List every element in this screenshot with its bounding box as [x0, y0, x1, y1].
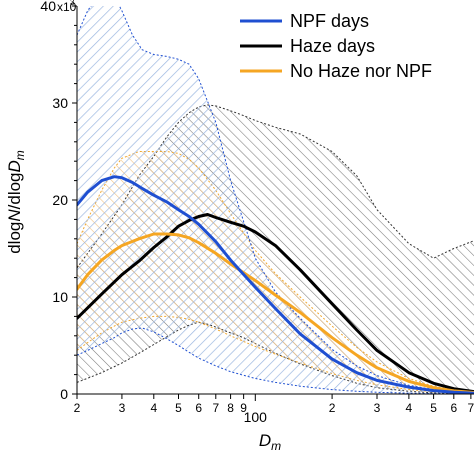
y-tick-label: 20: [52, 192, 68, 208]
x-tick-label: 3: [119, 401, 126, 415]
legend-label-npf: NPF days: [290, 11, 369, 31]
haze-band-upper: [77, 104, 474, 269]
x-tick-label: 7: [468, 401, 474, 415]
legend-label-haze: Haze days: [290, 36, 375, 56]
x-tick-label: 6: [450, 401, 457, 415]
x-tick-label: 9: [240, 401, 247, 415]
x-tick-label: 5: [430, 401, 437, 415]
x-tick-label: 2: [329, 401, 336, 415]
legend: NPF days Haze days No Haze nor NPF: [240, 11, 432, 81]
series-lines: [77, 175, 474, 394]
npf-band-upper: [77, 6, 474, 394]
x-tick-label: 100: [244, 409, 268, 425]
legend-label-nohaze: No Haze nor NPF: [290, 61, 432, 81]
x-tick-label: 4: [150, 401, 157, 415]
npf-band-fill: [77, 6, 474, 394]
y-tick-label: 30: [52, 95, 68, 111]
y-tick-label: 10: [52, 289, 68, 305]
x-tick-label: 6: [195, 401, 202, 415]
y-multiplier-label: x10: [57, 0, 77, 14]
x-tick-label: 2: [74, 401, 81, 415]
uncertainty-bands: [77, 6, 474, 394]
npf-band-lower: [77, 327, 474, 394]
y-tick-label: 40: [40, 0, 56, 14]
haze-series-line: [77, 213, 474, 394]
x-tick-label: 4: [406, 401, 413, 415]
x-axis-title: Dm: [259, 431, 281, 453]
y-tick-label: 0: [60, 386, 68, 402]
nohaze-series-line: [77, 232, 474, 394]
x-tick-label: 7: [212, 401, 219, 415]
x-tick-label: 5: [175, 401, 182, 415]
y-axis-title: dlogN/dlogDm: [5, 150, 27, 254]
x-tick-label: 8: [227, 401, 234, 415]
y-multiplier-exponent: 3: [70, 0, 75, 7]
x-tick-label: 3: [374, 401, 381, 415]
npf-series-line: [77, 175, 474, 394]
